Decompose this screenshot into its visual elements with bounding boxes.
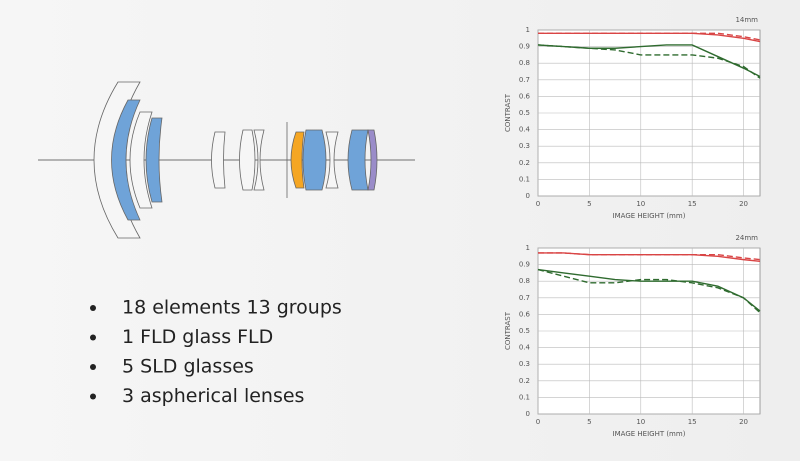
mtf-line (537, 44, 761, 79)
bullet-dot (90, 364, 96, 370)
bullet-dot (90, 393, 96, 400)
chart-title: 14mm (735, 16, 758, 24)
bullet-text: 1 FLD glass FLD (122, 326, 273, 348)
bullet-dot (90, 305, 96, 311)
y-tick-label: 1 (526, 244, 530, 252)
y-tick-label: 0.7 (519, 294, 530, 302)
y-tick-label: 0.8 (519, 59, 530, 67)
y-tick-label: 0.1 (519, 393, 530, 401)
y-tick-label: 0.6 (519, 92, 531, 100)
y-tick-label: 0 (526, 410, 530, 418)
x-tick-label: 20 (739, 418, 748, 426)
y-tick-label: 0.3 (519, 360, 530, 368)
x-tick-label: 10 (636, 200, 645, 208)
x-axis-label: IMAGE HEIGHT (mm) (613, 430, 686, 438)
y-tick-label: 0.7 (519, 76, 530, 84)
y-tick-label: 0.9 (519, 43, 530, 51)
mtf-line (537, 268, 761, 312)
y-tick-label: 0.5 (519, 327, 530, 335)
y-tick-label: 0 (526, 192, 530, 200)
y-tick-label: 0.3 (519, 142, 530, 150)
lens-diagram (38, 81, 415, 239)
y-tick-label: 1 (526, 26, 530, 34)
y-tick-label: 0.8 (519, 277, 530, 285)
y-tick-label: 0.4 (519, 344, 531, 352)
y-tick-label: 0.9 (519, 261, 530, 269)
x-tick-label: 0 (536, 418, 540, 426)
mtf-line (537, 268, 761, 314)
chart-title: 24mm (735, 234, 758, 242)
bullet-text: 18 elements 13 groups (122, 297, 342, 319)
x-tick-label: 5 (587, 418, 591, 426)
y-tick-label: 0.1 (519, 175, 530, 183)
y-axis-label: CONTRAST (504, 93, 512, 132)
x-tick-label: 5 (587, 200, 591, 208)
y-tick-label: 0.2 (519, 377, 530, 385)
y-axis-label: CONTRAST (504, 311, 512, 350)
x-tick-label: 15 (688, 200, 697, 208)
x-tick-label: 20 (739, 200, 748, 208)
x-tick-label: 15 (688, 418, 697, 426)
y-tick-label: 0.4 (519, 126, 531, 134)
x-tick-label: 0 (536, 200, 540, 208)
mtf-line (538, 32, 761, 41)
y-tick-label: 0.5 (519, 109, 530, 117)
y-tick-label: 0.6 (519, 310, 531, 318)
x-axis-label: IMAGE HEIGHT (mm) (613, 212, 686, 220)
y-tick-label: 0.2 (519, 159, 530, 167)
bullet-text: 3 aspherical lenses (122, 385, 304, 407)
bullet-dot (90, 334, 96, 341)
mtf-line (538, 252, 761, 261)
bullet-text: 5 SLD glasses (122, 356, 254, 378)
x-tick-label: 10 (636, 418, 645, 426)
